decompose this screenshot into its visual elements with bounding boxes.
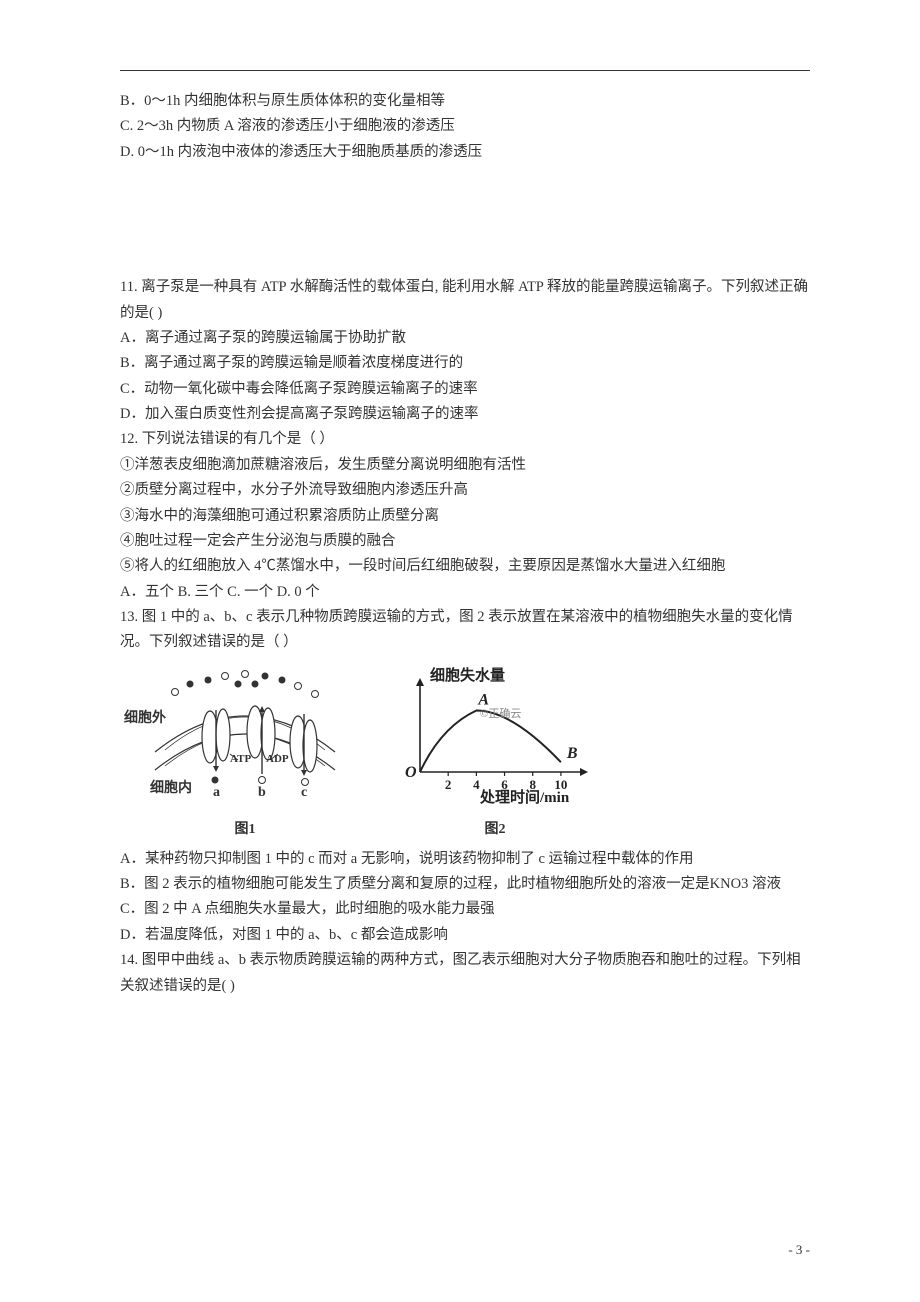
fig2-ylabel: 细胞失水量 [430,666,505,684]
fig2-caption: 图2 [390,818,600,843]
q14-stem: 14. 图甲中曲线 a、b 表示物质跨膜运输的两种方式，图乙表示细胞对大分子物质… [120,948,810,999]
fig1-label-outside: 细胞外 [124,709,166,726]
q13-b: B．图 2 表示的植物细胞可能发生了质壁分离和复原的过程，此时植物细胞所处的溶液… [120,872,810,897]
svg-text:2: 2 [445,777,452,792]
q12-s2: ②质壁分离过程中，水分子外流导致细胞内渗透压升高 [120,478,810,503]
page-number: - 3 - [788,1239,810,1262]
figure-2: 246810 O 细胞失水量 处理时间/min A B ©正确云 图2 [390,662,600,843]
q13-c: C．图 2 中 A 点细胞失水量最大，此时细胞的吸水能力最强 [120,897,810,922]
q13-d: D．若温度降低，对图 1 中的 a、b、c 都会造成影响 [120,923,810,948]
fig2-xlabel: 处理时间/min [479,788,570,806]
q11-d: D．加入蛋白质变性剂会提高离子泵跨膜运输离子的速率 [120,402,810,427]
fig1-adp: ADP [266,753,289,765]
q13-stem: 13. 图 1 中的 a、b、c 表示几种物质跨膜运输的方式，图 2 表示放置在… [120,605,810,656]
q11-a: A．离子通过离子泵的跨膜运输属于协助扩散 [120,326,810,351]
q11-c: C．动物一氧化碳中毒会降低离子泵跨膜运输离子的速率 [120,377,810,402]
fig1-caption: 图1 [120,818,370,843]
q13-a: A．某种药物只抑制图 1 中的 c 而对 a 无影响，说明该药物抑制了 c 运输… [120,847,810,872]
spacer [120,165,810,275]
figure-1-svg: 细胞外 细胞内 ATP ADP a b c [120,662,370,807]
fig1-c: c [301,785,307,800]
fig1-label-inside: 细胞内 [150,779,192,796]
option-c: C. 2～3h 内物质 A 溶液的渗透压小于细胞液的渗透压 [120,114,810,139]
q11-b: B．离子通过离子泵的跨膜运输是顺着浓度梯度进行的 [120,351,810,376]
fig2-origin: O [405,764,417,781]
option-d: D. 0～1h 内液泡中液体的渗透压大于细胞质基质的渗透压 [120,140,810,165]
q12-stem: 12. 下列说法错误的有几个是（ ） [120,427,810,452]
q12-s4: ④胞吐过程一定会产生分泌泡与质膜的融合 [120,529,810,554]
option-b: B．0～1h 内细胞体积与原生质体体积的变化量相等 [120,89,810,114]
fig2-watermark: ©正确云 [480,707,521,720]
figure-1: 细胞外 细胞内 ATP ADP a b c 图1 [120,662,370,843]
figure-row: 细胞外 细胞内 ATP ADP a b c 图1 246 [120,662,810,843]
q12-s3: ③海水中的海藻细胞可通过积累溶质防止质壁分离 [120,504,810,529]
top-rule [120,70,810,71]
q12-s1: ①洋葱表皮细胞滴加蔗糖溶液后，发生质壁分离说明细胞有活性 [120,453,810,478]
q12-s5: ⑤将人的红细胞放入 4℃蒸馏水中，一段时间后红细胞破裂，主要原因是蒸馏水大量进入… [120,554,810,579]
fig1-a: a [213,785,220,800]
q12-options: A．五个 B. 三个 C. 一个 D. 0 个 [120,580,810,605]
fig2-B-label: B [566,745,578,762]
figure-2-svg: 246810 O 细胞失水量 处理时间/min A B ©正确云 [390,662,600,807]
fig1-b: b [258,785,266,800]
fig2-A-label: A [477,691,489,708]
page: B．0～1h 内细胞体积与原生质体体积的变化量相等 C. 2～3h 内物质 A … [0,0,920,1302]
fig1-atp: ATP [230,753,251,765]
q11-stem: 11. 离子泵是一种具有 ATP 水解酶活性的载体蛋白, 能利用水解 ATP 释… [120,275,810,326]
